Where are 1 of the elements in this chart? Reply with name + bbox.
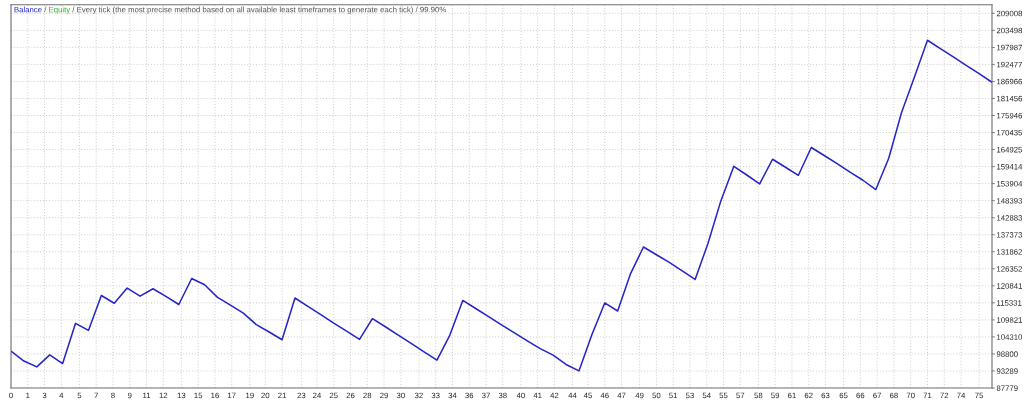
line-series bbox=[11, 39, 992, 372]
